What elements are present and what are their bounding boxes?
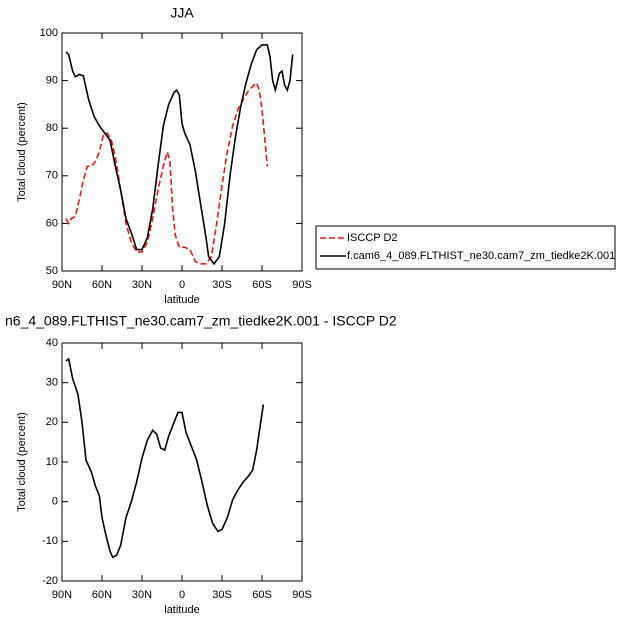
chart-title: n6_4_089.FLTHIST_ne30.cam7_zm_tiedke2K.0…: [5, 313, 397, 329]
chart-title: JJA: [170, 5, 194, 21]
y-tick-label: 0: [52, 496, 58, 508]
x-tick-label: 0: [179, 279, 185, 291]
y-tick-label: -20: [42, 575, 58, 587]
x-tick-label: 90S: [292, 279, 312, 291]
x-tick-label: 30S: [212, 279, 232, 291]
x-tick-label: 60N: [92, 589, 112, 601]
y-tick-label: 60: [46, 217, 58, 229]
x-tick-label: 90N: [52, 279, 72, 291]
x-tick-label: 90N: [52, 589, 72, 601]
y-tick-label: 70: [46, 170, 58, 182]
x-tick-label: 30S: [212, 589, 232, 601]
x-tick-label: 30N: [132, 589, 152, 601]
x-tick-label: 90S: [292, 589, 312, 601]
y-tick-label: 40: [46, 337, 58, 349]
series-line: [65, 44, 294, 266]
y-tick-label: 20: [46, 416, 58, 428]
series-line: [65, 81, 269, 265]
x-axis-label: latitude: [164, 294, 199, 306]
y-tick-label: 50: [46, 265, 58, 277]
series-line: [65, 357, 265, 559]
legend-label: f.cam6_4_089.FLTHIST_ne30.cam7_zm_tiedke…: [347, 250, 615, 262]
y-axis-label: Total cloud (percent): [16, 412, 28, 512]
x-tick-label: 0: [179, 589, 185, 601]
x-tick-label: 30N: [132, 279, 152, 291]
x-axis-label: latitude: [164, 604, 199, 616]
legend-label: ISCCP D2: [347, 232, 398, 244]
legend-box: [315, 225, 616, 270]
plot-frame: [61, 32, 303, 272]
plot-frame: [61, 342, 303, 582]
y-tick-label: 80: [46, 122, 58, 134]
y-tick-label: 10: [46, 456, 58, 468]
y-tick-label: 30: [46, 377, 58, 389]
x-tick-label: 60S: [252, 589, 272, 601]
y-tick-label: 90: [46, 75, 58, 87]
y-axis-label: Total cloud (percent): [16, 102, 28, 202]
y-tick-label: -10: [42, 535, 58, 547]
y-tick-label: 100: [40, 27, 58, 39]
x-tick-label: 60S: [252, 279, 272, 291]
x-tick-label: 60N: [92, 279, 112, 291]
